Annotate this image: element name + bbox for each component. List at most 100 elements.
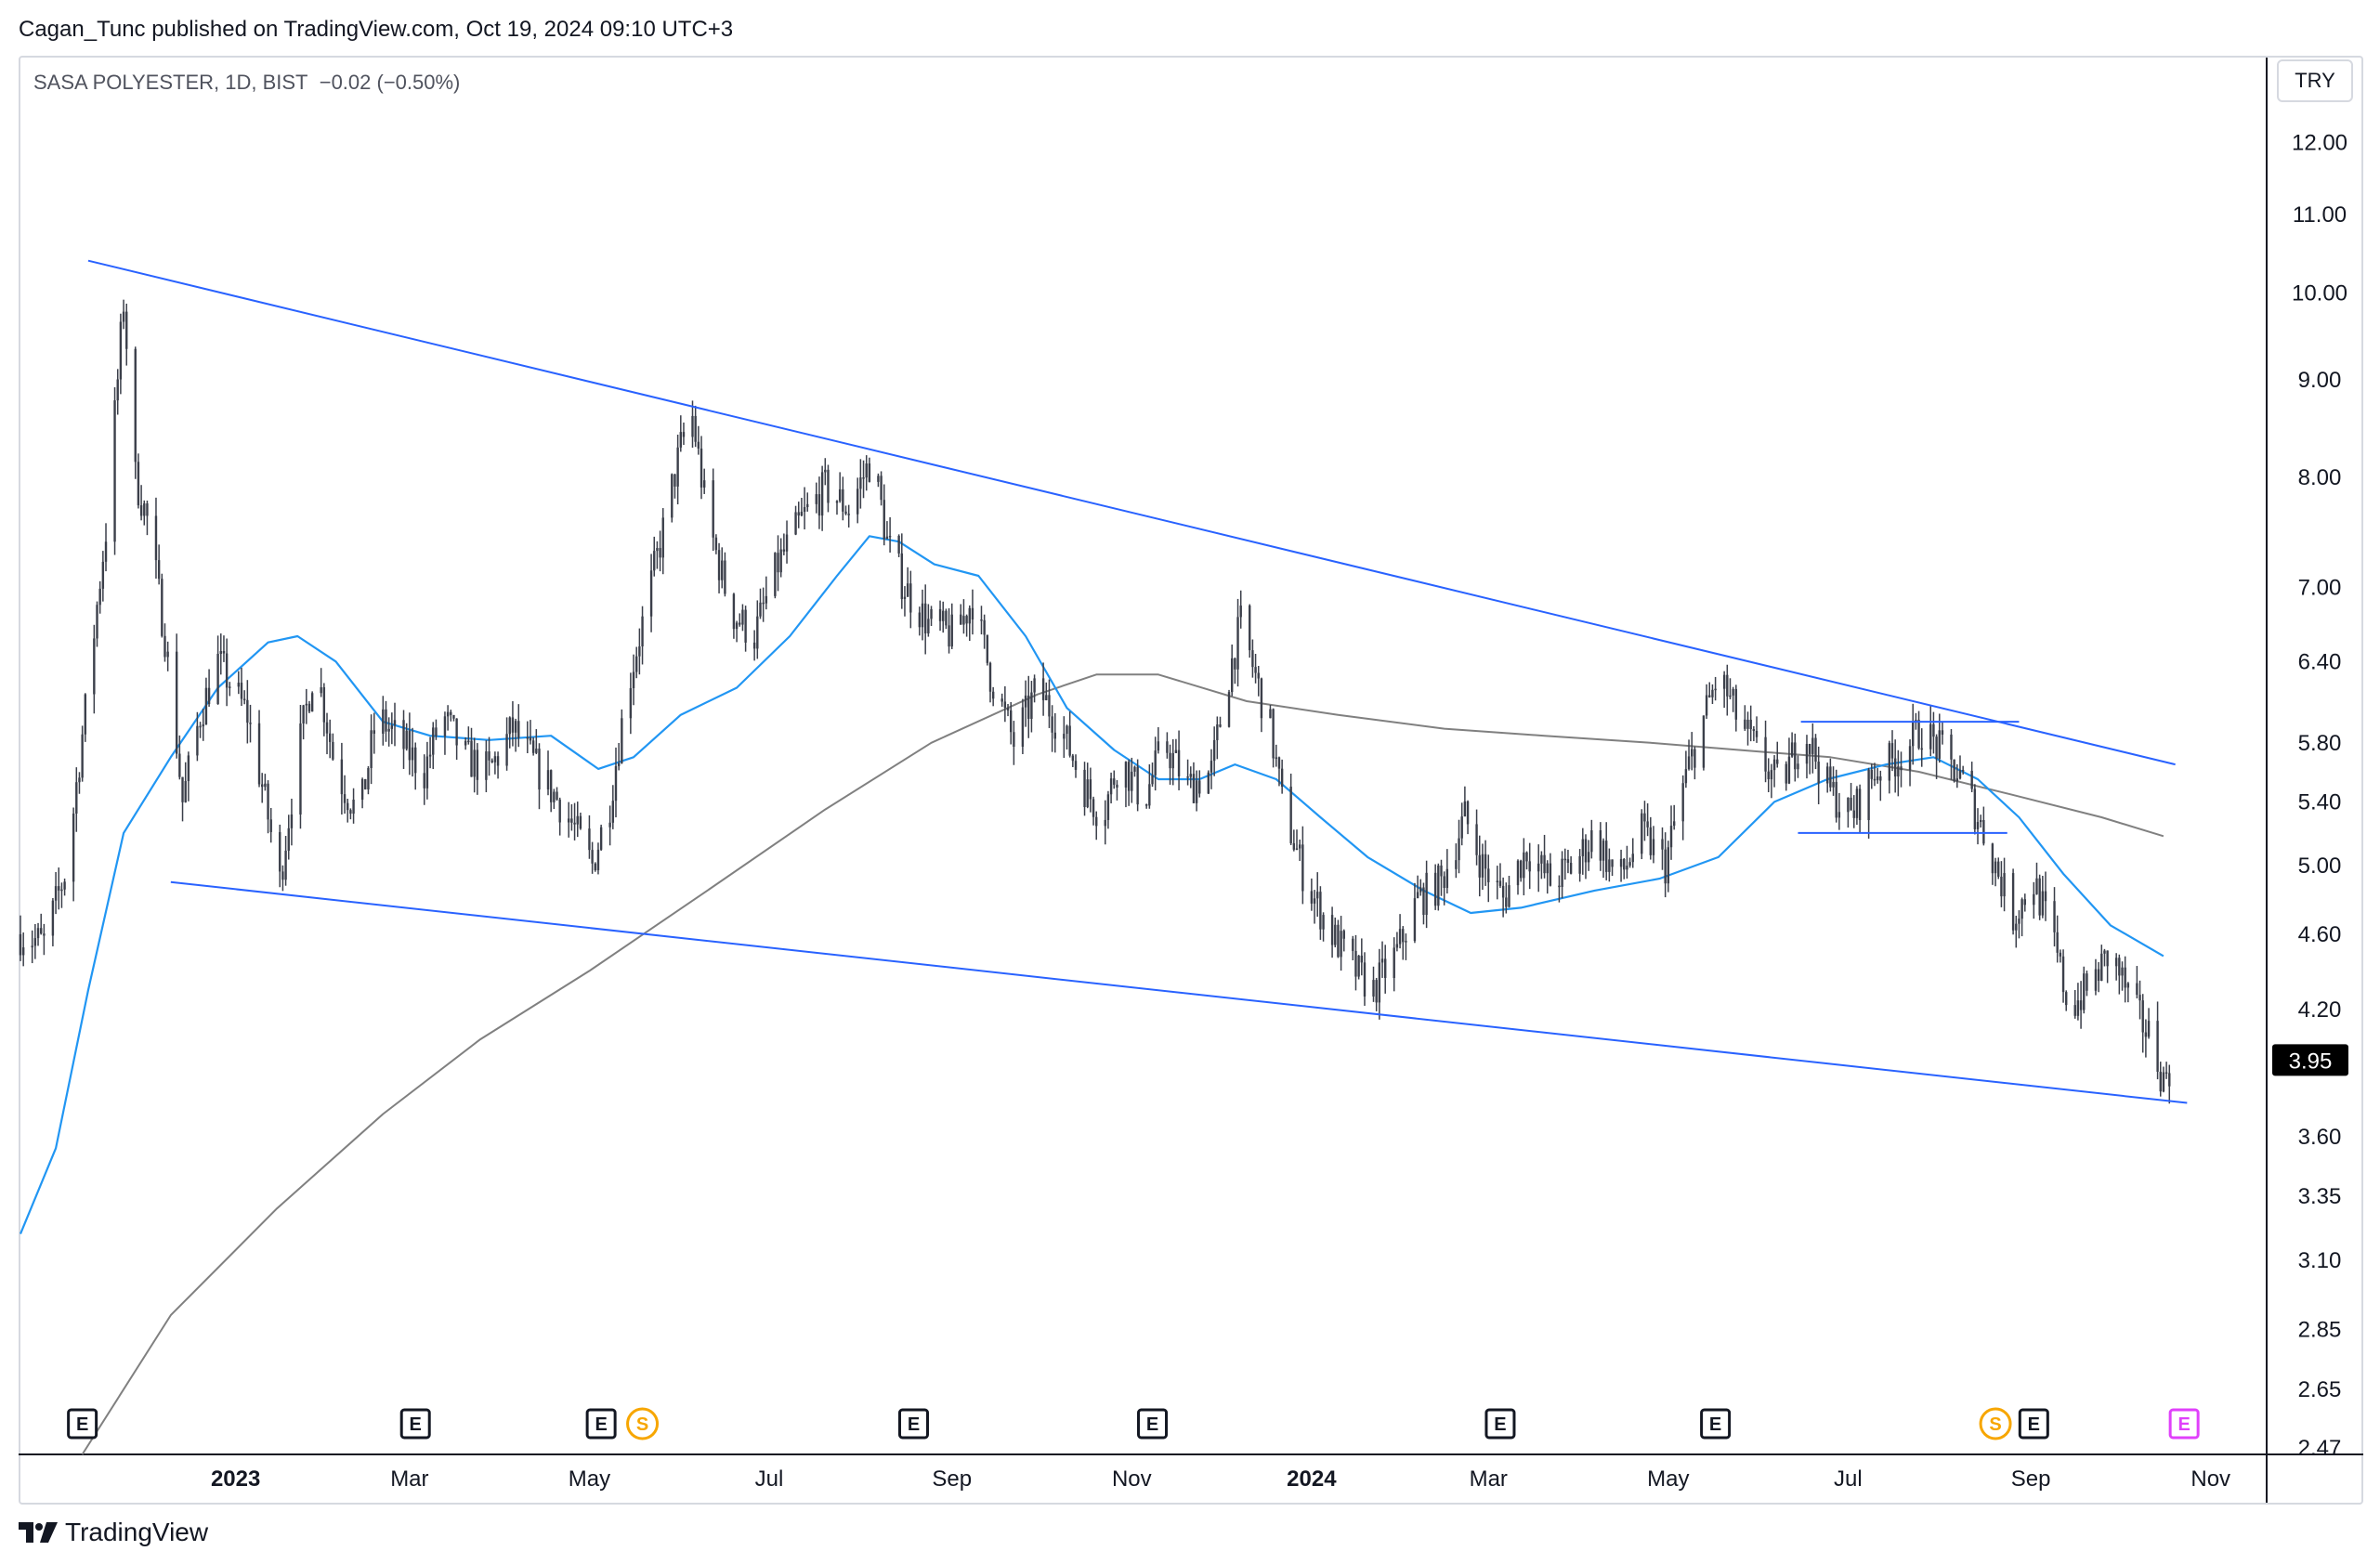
candle	[139, 485, 143, 521]
earnings-event-badge[interactable]: E	[399, 1408, 431, 1440]
candle	[1280, 759, 1284, 794]
candle	[617, 743, 621, 771]
x-tick-label: Mar	[1470, 1466, 1508, 1492]
candle	[1832, 766, 1835, 796]
candle	[93, 624, 96, 714]
candle	[927, 604, 930, 637]
price-change: −0.02 (−0.50%)	[319, 71, 461, 94]
candle	[1608, 848, 1611, 882]
candle	[1230, 644, 1234, 697]
candle	[1867, 767, 1870, 839]
earnings-event-badge[interactable]: E	[585, 1408, 617, 1440]
candle	[490, 758, 493, 763]
candle	[1334, 917, 1337, 948]
candle	[1628, 857, 1631, 868]
trendline-lower[interactable]	[170, 880, 2188, 1104]
x-tick-label: May	[569, 1466, 610, 1492]
candle	[2079, 981, 2083, 1029]
candle	[452, 714, 455, 722]
candle	[505, 717, 508, 771]
earnings-event-badge[interactable]: E	[1484, 1408, 1516, 1440]
candle	[1066, 724, 1068, 750]
candle	[794, 505, 797, 536]
candle	[181, 776, 184, 822]
candle	[1021, 698, 1025, 754]
candle	[1893, 739, 1897, 793]
candle	[349, 808, 352, 820]
candle	[264, 774, 267, 791]
candle	[1045, 682, 1048, 701]
candle	[1900, 751, 1903, 788]
candle	[739, 613, 741, 627]
candle	[1106, 790, 1110, 829]
candle	[229, 682, 231, 697]
candle	[2147, 1008, 2151, 1039]
earnings-event-badge[interactable]: E	[67, 1408, 98, 1440]
candle	[1599, 822, 1602, 871]
candle	[1443, 871, 1445, 906]
candle	[2076, 983, 2080, 1021]
candle	[1681, 775, 1684, 841]
candle	[1380, 941, 1384, 978]
trendline-upper[interactable]	[87, 259, 2176, 766]
candle	[549, 769, 553, 813]
candle	[1354, 934, 1357, 991]
candle	[299, 705, 302, 829]
candle	[1569, 855, 1573, 875]
candle	[387, 717, 390, 747]
candle	[1068, 711, 1071, 758]
candle	[1074, 754, 1078, 778]
split-event-badge[interactable]: S	[1979, 1407, 2012, 1440]
candle	[1961, 765, 1965, 775]
candle	[1587, 840, 1590, 871]
candle	[1604, 822, 1608, 880]
symbol-legend[interactable]: SASA POLYESTER, 1D, BIST −0.02 (−0.50%)	[33, 71, 460, 95]
currency-button[interactable]: TRY	[2277, 59, 2353, 102]
candle	[1360, 938, 1364, 976]
svg-text:E: E	[1709, 1414, 1721, 1435]
candle	[579, 812, 582, 830]
candle	[450, 710, 452, 722]
candle	[414, 742, 417, 790]
axes	[19, 58, 2363, 1503]
candle	[980, 606, 983, 635]
candle	[1048, 679, 1051, 728]
candle	[1316, 872, 1319, 918]
candle	[428, 736, 432, 769]
candle	[1337, 919, 1340, 958]
candle	[1475, 809, 1478, 866]
candle	[568, 802, 570, 838]
candle	[2144, 1019, 2148, 1058]
candle	[1525, 851, 1528, 870]
candle	[1289, 773, 1292, 845]
candle	[1755, 716, 1759, 743]
axis-labels-layer: 13.0012.0011.0010.009.008.007.006.405.80…	[211, 64, 2348, 1492]
candle	[676, 435, 679, 505]
tradingview-logo[interactable]: TradingView	[19, 1518, 208, 1547]
candle	[1210, 749, 1213, 789]
candle	[343, 775, 347, 815]
candle	[1148, 763, 1151, 809]
candle	[820, 465, 824, 531]
candle	[529, 720, 532, 745]
split-event-badge[interactable]: S	[626, 1407, 660, 1440]
candle	[470, 727, 473, 777]
svg-text:E: E	[1146, 1414, 1158, 1435]
earnings-event-badge[interactable]: E	[1700, 1408, 1732, 1440]
earnings-event-badge[interactable]: E	[1137, 1408, 1169, 1440]
candle	[1505, 882, 1508, 914]
candle	[1611, 859, 1614, 877]
earnings-event-badge[interactable]: E	[2018, 1408, 2049, 1440]
candle	[332, 733, 334, 762]
candle	[443, 711, 447, 755]
candle	[116, 369, 119, 415]
candle	[36, 922, 40, 946]
candle	[382, 696, 385, 746]
candle	[1908, 739, 1912, 787]
upcoming-earnings-event-badge[interactable]: E	[2168, 1408, 2200, 1440]
candle	[883, 484, 885, 546]
candle	[1955, 763, 1959, 789]
candle	[1177, 730, 1181, 790]
earnings-event-badge[interactable]: E	[897, 1408, 929, 1440]
